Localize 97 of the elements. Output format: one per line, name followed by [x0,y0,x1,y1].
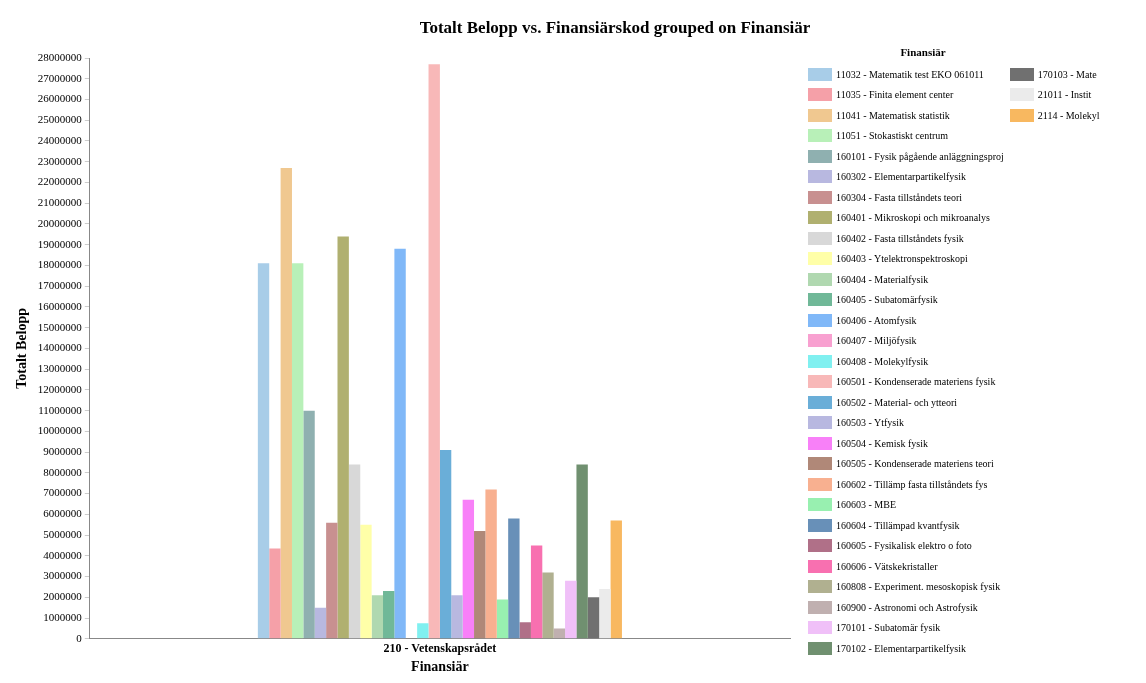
y-tick-label: 0 [76,631,83,644]
bar [360,524,372,639]
bar [383,591,395,639]
x-axis-title: Finansiär [411,659,469,675]
bar [599,589,611,639]
bar [565,580,577,639]
legend-label: 160302 - Elementarpartikelfysik [836,171,966,183]
legend-label: 160404 - Materialfysik [836,273,929,285]
chart-title: Totalt Belopp vs. Finansiärskod grouped on Finansiär [418,18,812,38]
legend-label: 11035 - Finita element center [836,89,954,101]
y-tick-label: 10000000 [37,424,83,437]
bar [269,548,281,639]
y-tick-label: 1000000 [43,610,83,623]
y-tick-label: 6000000 [43,507,83,520]
y-tick-label: 24000000 [37,133,83,146]
bar [474,530,486,639]
legend-title: Finansiär [899,46,947,58]
y-tick-label: 4000000 [43,548,83,561]
y-tick-label: 15000000 [37,320,83,333]
legend-label: 160900 - Astronomi och Astrofysik [836,601,978,613]
legend-label: 21011 - Instit [1037,89,1092,101]
legend-label: 160504 - Kemisk fysik [836,437,928,449]
bar [519,622,531,639]
bar [348,464,361,639]
legend-label: 160405 - Subatomärfysik [836,294,938,306]
y-tick-label: 8000000 [43,465,83,478]
y-tick-label: 5000000 [43,527,83,540]
legend-label: 11051 - Stokastiskt centrum [836,130,949,142]
bar [303,410,315,639]
y-tick-label: 19000000 [37,237,83,250]
legend-label: 160604 - Tillämpad kvantfysik [836,519,960,531]
legend-label: 2114 - Molekyl [1037,109,1100,121]
bar [530,545,543,639]
y-tick-label: 11000000 [38,403,83,416]
bar [257,263,270,639]
bar [553,628,566,639]
bar [291,263,304,639]
y-tick-label: 2000000 [43,590,83,603]
bar [428,64,440,639]
legend-label: 11041 - Matematisk statistik [836,109,950,121]
bar [508,518,520,639]
y-tick-label: 26000000 [37,92,83,105]
legend-label: 160101 - Fysik pågående anläggningsproj [836,150,1004,162]
bar [462,499,475,639]
bar [417,623,429,639]
y-axis-title: Totalt Belopp [14,307,30,389]
legend-label: 160408 - Molekylfysik [836,355,929,367]
y-tick-label: 9000000 [43,445,83,457]
bar [326,522,338,639]
legend-label: 160402 - Fasta tillståndets fysik [836,232,964,244]
bar [587,597,600,639]
bar [485,489,497,639]
bar [542,572,554,639]
bar [280,167,292,639]
bar [394,248,406,639]
y-tick-label: 27000000 [37,71,83,84]
y-tick-label: 20000000 [37,216,83,229]
legend-label: 160304 - Fasta tillståndets teori [836,191,963,203]
legend-label: 160505 - Kondenserade materiens teori [836,458,994,470]
legend-label: 160602 - Tillämp fasta tillståndets fys [836,478,988,490]
y-tick-label: 25000000 [37,113,83,126]
y-tick-label: 12000000 [37,382,83,395]
bar [451,595,463,639]
y-tick-label: 14000000 [37,341,83,354]
legend-label: 160406 - Atomfysik [836,314,917,326]
legend-label: 170101 - Subatomär fysik [836,622,941,634]
bar [439,450,452,639]
legend-label: 11032 - Matematik test EKO 061011 [836,68,984,80]
bar [576,464,588,639]
legend-label: 160403 - Ytelektronspektroskopi [836,253,968,265]
y-tick-label: 13000000 [37,362,83,375]
legend-label: 170103 - Mate [1037,68,1097,80]
bar [496,599,509,639]
legend-label: 160606 - Vätskekristaller [836,560,938,572]
legend-label: 160401 - Mikroskopi och mikroanalys [836,212,990,224]
y-tick-label: 21000000 [37,196,83,209]
bar [314,607,327,639]
y-tick-label: 3000000 [43,569,83,582]
legend-label: 160603 - MBE [836,499,896,511]
legend-label: 160407 - Miljöfysik [836,335,917,347]
y-tick-label: 17000000 [37,279,83,292]
bar [610,520,622,639]
y-tick-label: 28000000 [37,50,83,63]
x-tick-label: 210 - Vetenskapsrådet [383,641,497,656]
y-tick-label: 23000000 [37,154,83,167]
y-tick-label: 7000000 [43,486,83,499]
legend-label: 160501 - Kondenserade materiens fysik [836,376,996,388]
legend-label: 170102 - Elementarpartikelfysik [836,642,966,654]
bar [337,236,349,639]
bar [371,595,384,639]
legend-label: 160808 - Experiment. mesoskopisk fysik [836,581,1001,593]
legend-label: 160503 - Ytfysik [836,417,904,429]
y-tick-label: 18000000 [37,258,83,271]
legend-label: 160605 - Fysikalisk elektro o foto [836,540,972,552]
y-tick-label: 22000000 [37,175,83,188]
legend-label: 160502 - Material- och ytteori [836,396,958,408]
y-tick-label: 16000000 [37,299,83,312]
